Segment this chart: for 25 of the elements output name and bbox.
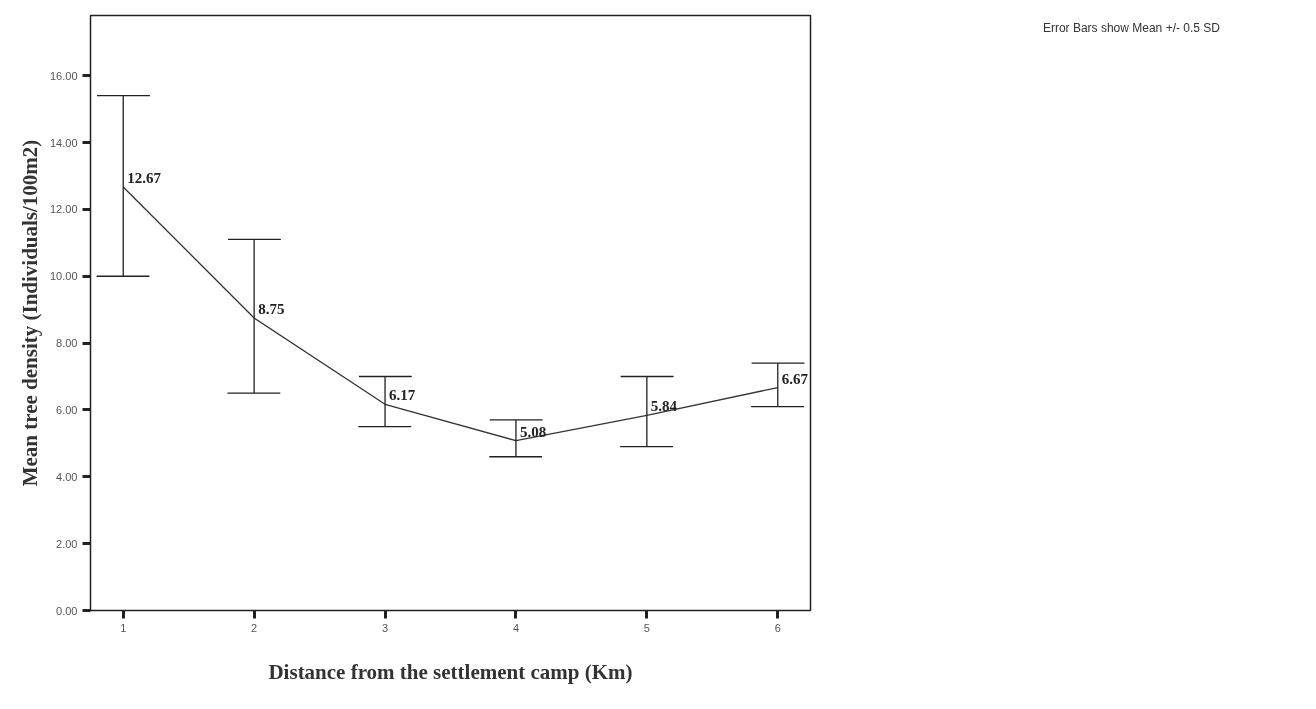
y-tick-label: 8.00 [56,337,78,350]
x-axis-title: Distance from the settlement camp (Km) [268,659,633,684]
x-tick-label: 4 [512,621,520,634]
y-tick-label: 6.00 [56,403,78,416]
data-label: 12.67 [127,169,162,186]
text: Error Bars show Mean +/- 0.5 SD [1042,20,1220,37]
y-tick-label: 0.00 [56,604,78,617]
x-tick-label: 2 [251,621,258,634]
y-tick-label: 12.00 [49,203,78,216]
y-tick-label: 2.00 [56,537,78,550]
y-tick-label: 10.00 [49,270,78,283]
data-label: 5.84 [650,398,678,415]
x-tick-label: 3 [381,621,389,634]
data-label: 8.75 [258,301,285,318]
y-axis-title: Mean tree density (Individuals/100m2) [17,139,42,487]
data-label: 6.17 [389,387,416,404]
x-tick-label: 5 [643,621,650,634]
x-tick-label: 6 [774,621,781,634]
x-tick-label: 1 [120,621,127,634]
line-series [122,186,779,442]
y-tick-label: 14.00 [49,136,78,149]
data-label: 5.08 [519,423,547,440]
y-tick-label: 16.00 [49,69,78,82]
data-label: 6.67 [781,370,809,387]
y-tick-label: 4.00 [56,470,78,483]
